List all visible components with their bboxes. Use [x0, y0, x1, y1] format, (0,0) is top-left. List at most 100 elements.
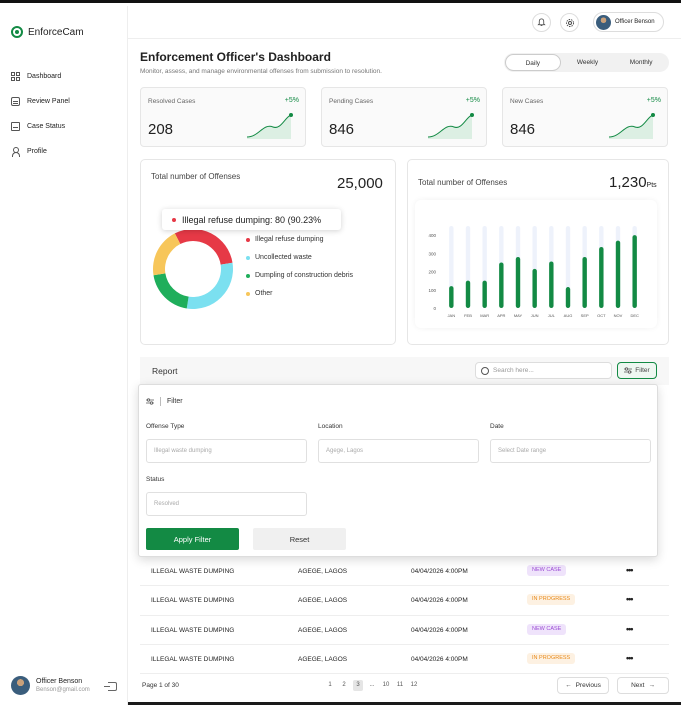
pie-slice[interactable]: [153, 273, 189, 309]
status-badge: NEW CASE: [527, 623, 567, 635]
bar[interactable]: [465, 280, 471, 308]
cell-location: AGEGE, LAGOS: [298, 597, 348, 605]
bar[interactable]: [449, 286, 454, 308]
stat-change: +5%: [465, 97, 480, 104]
x-tick-label: FEB: [464, 313, 472, 318]
x-tick-label: AUG: [564, 313, 573, 318]
bar[interactable]: [615, 240, 621, 308]
stat-card-new: New Cases +5% 846: [502, 87, 668, 147]
page-number[interactable]: 11: [396, 682, 404, 688]
page-subtitle: Monitor, assess, and manage environmenta…: [140, 68, 382, 75]
cell-offense: ILLEGAL WASTE DUMPING: [151, 568, 235, 575]
legend-dot: [246, 237, 250, 242]
period-toggle: Daily Weekly Monthly: [504, 53, 669, 72]
page-number-active[interactable]: 3: [353, 680, 363, 691]
pie-slice[interactable]: [174, 229, 233, 265]
period-weekly[interactable]: Weekly: [576, 59, 599, 66]
legend-label: Uncollected waste: [255, 254, 312, 261]
donut-chart: [153, 229, 233, 309]
bar[interactable]: [515, 256, 521, 308]
offense-type-field[interactable]: Illegal waste dumping: [146, 439, 307, 463]
bar[interactable]: [582, 256, 587, 308]
sidebar-user[interactable]: Officer Benson Benson@gmail.com: [11, 676, 90, 695]
notifications-button[interactable]: [532, 13, 551, 32]
bar-chart-area: 0 100 200 300 400 JAN FEB MAR APR MAY JUN JUL AUG SEP…: [415, 200, 657, 328]
table-row[interactable]: ILLEGAL WASTE DUMPING AGEGE, LAGOS 04/04…: [140, 557, 669, 587]
filter-button[interactable]: Filter: [617, 362, 657, 379]
sidebar-item-review-panel[interactable]: Review Panel: [11, 89, 70, 114]
bar[interactable]: [482, 280, 487, 308]
logout-icon[interactable]: [104, 682, 117, 691]
settings-button[interactable]: [560, 13, 579, 32]
chart-tooltip: Illegal refuse dumping: 80 (90.23%: [162, 209, 341, 230]
sparkline-icon: [427, 113, 474, 139]
cell-offense: ILLEGAL WASTE DUMPING: [151, 655, 235, 663]
bar[interactable]: [599, 246, 604, 308]
more-actions-icon[interactable]: •••: [626, 652, 634, 663]
reset-button[interactable]: Reset: [253, 528, 346, 550]
stat-value: 846: [510, 121, 536, 138]
x-tick-label: SEP: [581, 313, 589, 318]
apply-filter-button[interactable]: Apply Filter: [146, 528, 239, 550]
status-badge: IN PROGRESS: [527, 594, 576, 606]
sidebar-item-label: Dashboard: [27, 73, 62, 80]
legend-dot: [246, 273, 250, 278]
page-number[interactable]: 12: [410, 682, 418, 688]
period-monthly[interactable]: Monthly: [629, 59, 653, 66]
pie-slice[interactable]: [153, 233, 181, 276]
cell-location: AGEGE, LAGOS: [298, 568, 348, 575]
period-daily[interactable]: Daily: [505, 54, 561, 71]
status-badge: NEW CASE: [527, 565, 567, 576]
search-input[interactable]: Search here...: [475, 362, 612, 379]
bar[interactable]: [565, 287, 571, 308]
next-button[interactable]: Next →: [617, 677, 669, 694]
offenses-pie-card: [140, 159, 396, 345]
brand[interactable]: EnforceCam: [11, 26, 84, 38]
previous-button[interactable]: ← Previous: [557, 677, 609, 694]
sliders-icon: [146, 398, 154, 405]
more-actions-icon[interactable]: •••: [626, 594, 634, 605]
sidebar-user-email: Benson@gmail.com: [36, 687, 90, 693]
sparkline-icon: [608, 113, 655, 139]
legend-label: Other: [255, 290, 273, 297]
filter-panel-title: Filter: [167, 398, 183, 405]
cell-date: 04/04/2026 4:00PM: [411, 597, 468, 605]
user-menu[interactable]: Officer Benson: [593, 12, 664, 32]
status-field[interactable]: Resolved: [146, 492, 307, 516]
cell-location: AGEGE, LAGOS: [298, 655, 348, 663]
date-range-field[interactable]: Select Date range: [490, 439, 651, 463]
page-number[interactable]: 10: [382, 682, 390, 688]
bar[interactable]: [549, 261, 554, 308]
page-number[interactable]: 1: [328, 682, 332, 688]
sidebar-item-profile[interactable]: Profile: [11, 139, 70, 164]
x-tick-label: MAY: [514, 313, 523, 318]
cell-date: 04/04/2026 4:00PM: [411, 568, 468, 575]
page-number[interactable]: 2: [342, 682, 346, 688]
more-actions-icon[interactable]: •••: [626, 623, 634, 634]
bar[interactable]: [532, 268, 537, 308]
arrow-left-icon: ←: [565, 682, 572, 689]
table-row[interactable]: ILLEGAL WASTE DUMPING AGEGE, LAGOS 04/04…: [140, 586, 669, 616]
legend-item: Illegal refuse dumping: [246, 236, 324, 243]
status-label: Status: [146, 476, 165, 483]
table-row[interactable]: ILLEGAL WASTE DUMPING AGEGE, LAGOS 04/04…: [140, 645, 669, 675]
legend-item: Uncollected waste: [246, 254, 312, 261]
stat-change: +5%: [646, 97, 661, 104]
sidebar-item-dashboard[interactable]: Dashboard: [11, 64, 70, 89]
bar-card-total: 1,230Pts: [609, 174, 657, 191]
bar[interactable]: [632, 235, 637, 308]
pie-slice[interactable]: [186, 262, 233, 309]
legend-label: Illegal refuse dumping: [255, 236, 324, 243]
sidebar-item-case-status[interactable]: Case Status: [11, 114, 70, 139]
sidebar-item-label: Case Status: [27, 123, 66, 130]
panel-icon: [11, 97, 20, 106]
x-tick-label: DEC: [630, 313, 639, 318]
bar-card-total-value: 1,230: [609, 174, 647, 191]
location-field[interactable]: Agege, Lagos: [318, 439, 479, 463]
more-actions-icon[interactable]: •••: [626, 565, 634, 575]
table-row[interactable]: ILLEGAL WASTE DUMPING AGEGE, LAGOS 04/04…: [140, 616, 669, 645]
offense-type-label: Offense Type: [146, 423, 185, 430]
bar[interactable]: [499, 262, 504, 308]
bell-icon: [537, 18, 546, 26]
legend-item: Dumpling of construction debris: [246, 272, 353, 279]
